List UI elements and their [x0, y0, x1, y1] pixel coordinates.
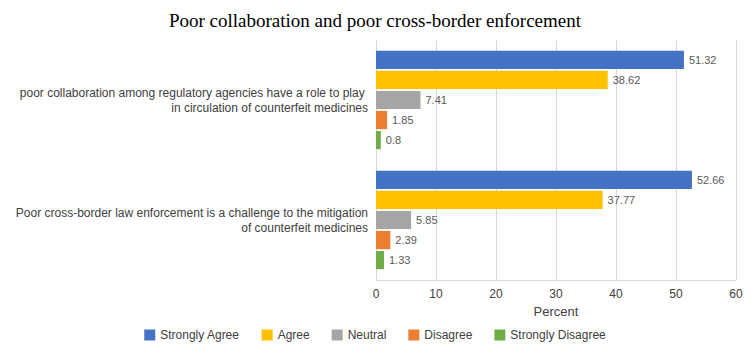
svg-text:7.41: 7.41 [425, 94, 446, 106]
svg-text:38.62: 38.62 [613, 74, 641, 86]
svg-text:30: 30 [549, 287, 563, 301]
svg-text:Poor collaboration and poor cr: Poor collaboration and poor cross-border… [169, 10, 582, 31]
svg-text:20: 20 [489, 287, 503, 301]
svg-text:Disagree: Disagree [424, 328, 472, 342]
svg-text:60: 60 [729, 287, 743, 301]
svg-text:50: 50 [669, 287, 683, 301]
svg-text:1.33: 1.33 [389, 254, 410, 266]
svg-text:0: 0 [373, 287, 380, 301]
svg-text:poor collaboration among regul: poor collaboration among regulatory agen… [20, 86, 368, 100]
svg-text:51.32: 51.32 [689, 54, 717, 66]
svg-text:in circulation of counterfeit: in circulation of counterfeit medicines [171, 101, 368, 115]
svg-text:37.77: 37.77 [608, 194, 636, 206]
svg-text:Agree: Agree [278, 328, 310, 342]
svg-text:Neutral: Neutral [348, 328, 387, 342]
svg-text:Strongly Disagree: Strongly Disagree [510, 328, 606, 342]
svg-text:40: 40 [609, 287, 623, 301]
svg-text:2.39: 2.39 [395, 234, 416, 246]
svg-text:Poor cross-border law enforcem: Poor cross-border law enforcement is a c… [16, 206, 368, 220]
svg-text:1.85: 1.85 [392, 114, 413, 126]
svg-text:Percent: Percent [534, 304, 579, 319]
svg-text:of counterfeit medicines: of counterfeit medicines [238, 221, 368, 235]
svg-text:52.66: 52.66 [697, 174, 725, 186]
svg-text:0.8: 0.8 [386, 134, 401, 146]
svg-text:10: 10 [429, 287, 443, 301]
svg-text:Strongly Agree: Strongly Agree [160, 328, 239, 342]
svg-text:5.85: 5.85 [416, 214, 437, 226]
